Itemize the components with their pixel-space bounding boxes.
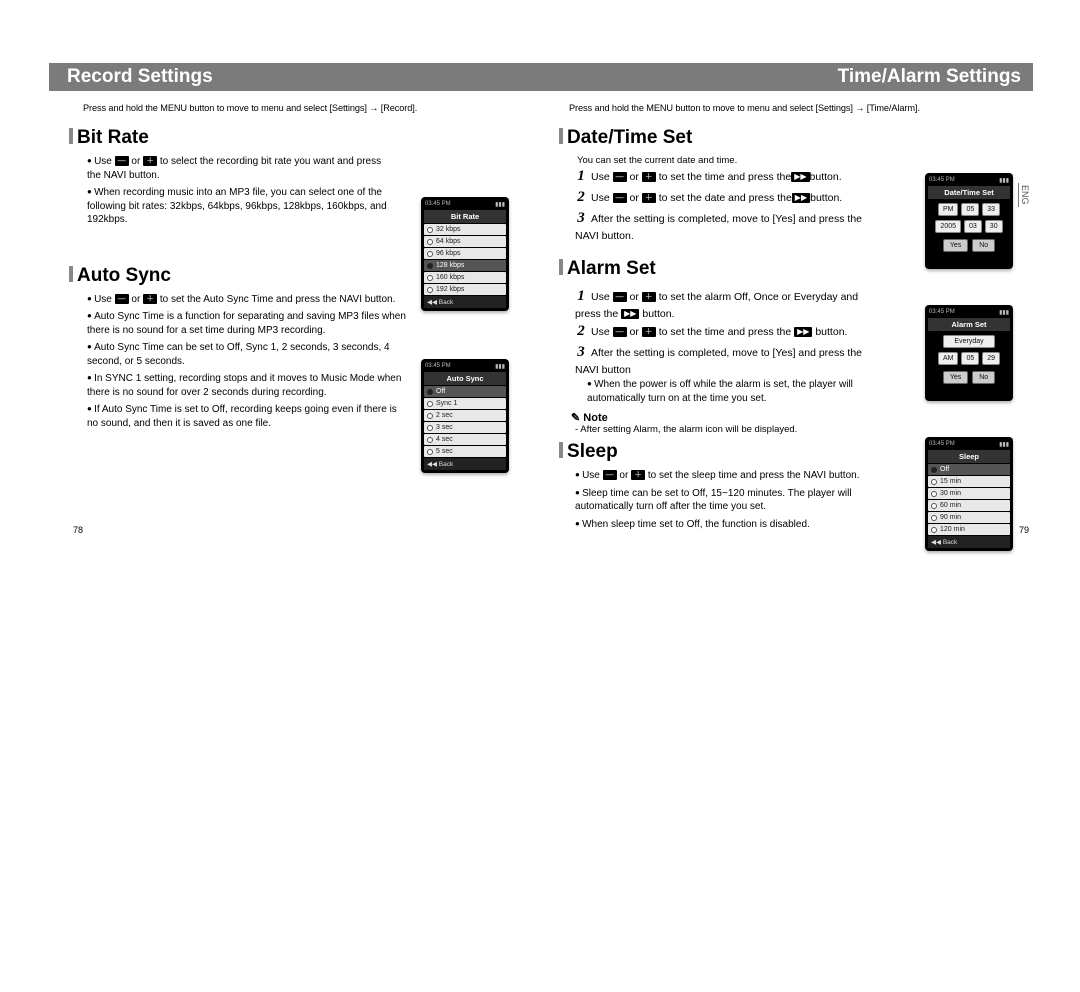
- right-page: Press and hold the MENU button to move t…: [551, 91, 1029, 535]
- autosync-b2: Auto Sync Time is a function for separat…: [87, 310, 407, 337]
- autosync-list: Use — or ＋ to set the Auto Sync Time and…: [87, 293, 407, 431]
- left-intro: Press and hold the MENU button to move t…: [49, 91, 519, 119]
- al-step2: 2Use — or ＋ to set the time and press th…: [575, 321, 877, 342]
- sleep-b2: Sleep time can be set to Off, 15~120 min…: [575, 487, 895, 514]
- bitrate-b2: When recording music into an MP3 file, y…: [87, 186, 387, 227]
- page-num-left: 78: [73, 525, 83, 535]
- bitrate-head: Bit Rate: [69, 127, 519, 149]
- al-sub: When the power is off while the alarm is…: [587, 378, 887, 405]
- right-intro: Press and hold the MENU button to move t…: [551, 91, 1029, 119]
- screen-bitrate: 03:45 PM▮▮▮ Bit Rate 32 kbps64 kbps96 kb…: [421, 197, 509, 311]
- autosync-b1: Use — or ＋ to set the Auto Sync Time and…: [87, 293, 407, 307]
- title-bar: Record Settings Time/Alarm Settings: [49, 63, 1033, 91]
- al-step1: 1Use — or ＋ to set the alarm Off, Once o…: [575, 286, 877, 322]
- dt-step3: 3After the setting is completed, move to…: [575, 208, 867, 244]
- bitrate-b1: Use — or ＋ to select the recording bit r…: [87, 155, 387, 182]
- sleep-b3: When sleep time set to Off, the function…: [575, 518, 895, 532]
- autosync-b5: If Auto Sync Time is set to Off, recordi…: [87, 403, 407, 430]
- screen-alarm: 03:45 PM▮▮▮ Alarm Set Everyday AM0529 Ye…: [925, 305, 1013, 401]
- note-line: - After setting Alarm, the alarm icon wi…: [575, 424, 1029, 435]
- datetime-head: Date/Time Set: [559, 127, 1029, 149]
- manual-spread: Record Settings Time/Alarm Settings Pres…: [49, 63, 1033, 593]
- al-step3: 3After the setting is completed, move to…: [575, 342, 877, 378]
- dt-step1: 1Use — or ＋ to set the time and press th…: [575, 166, 867, 187]
- sleep-list: Use — or ＋ to set the sleep time and pre…: [575, 469, 895, 531]
- page-num-right: 79: [1019, 525, 1029, 535]
- title-right: Time/Alarm Settings: [838, 66, 1021, 88]
- autosync-b3: Auto Sync Time can be set to Off, Sync 1…: [87, 341, 407, 368]
- dt-step2: 2Use — or ＋ to set the date and press th…: [575, 187, 867, 208]
- sleep-b1: Use — or ＋ to set the sleep time and pre…: [575, 469, 895, 483]
- bitrate-list: Use — or ＋ to select the recording bit r…: [87, 155, 387, 227]
- screen-autosync: 03:45 PM▮▮▮ Auto Sync OffSync 12 sec3 se…: [421, 359, 509, 473]
- left-page: Press and hold the MENU button to move t…: [49, 91, 519, 535]
- screen-sleep: 03:45 PM▮▮▮ Sleep Off15 min30 min60 min9…: [925, 437, 1013, 551]
- autosync-b4: In SYNC 1 setting, recording stops and i…: [87, 372, 407, 399]
- datetime-sub: You can set the current date and time.: [577, 155, 1029, 166]
- title-left: Record Settings: [67, 66, 213, 88]
- lang-tab: ENG: [1018, 183, 1031, 207]
- screen-datetime: 03:45 PM▮▮▮ Date/Time Set PM0533 2005033…: [925, 173, 1013, 269]
- note-head: Note: [571, 411, 1029, 424]
